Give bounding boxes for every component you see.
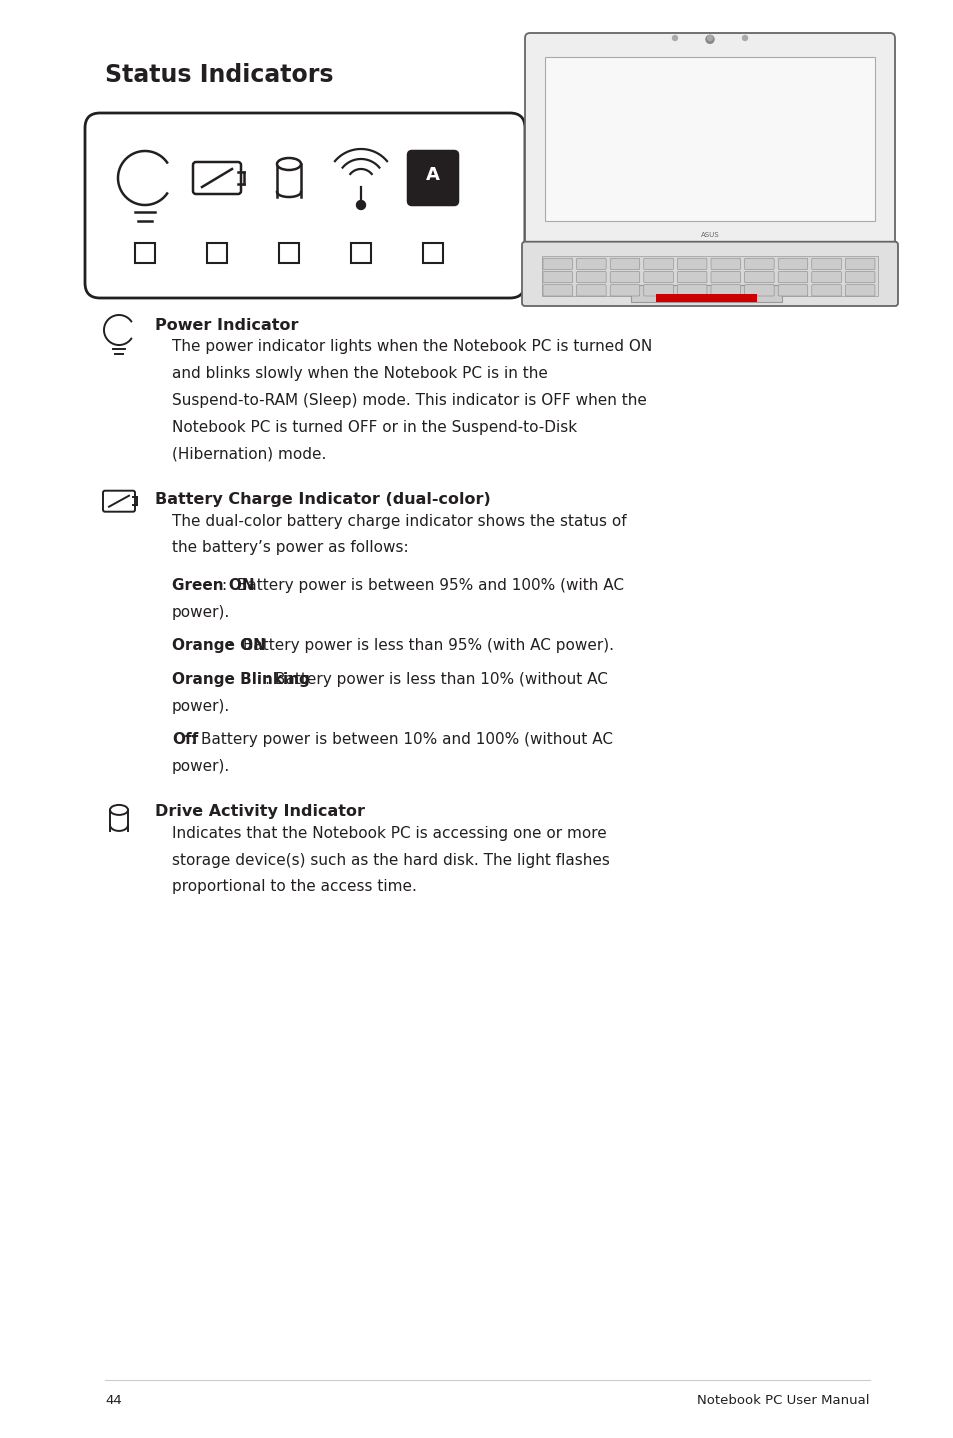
FancyBboxPatch shape: [778, 259, 807, 269]
FancyBboxPatch shape: [710, 259, 740, 269]
FancyBboxPatch shape: [710, 272, 740, 283]
FancyBboxPatch shape: [811, 285, 841, 296]
Text: :  Battery power is between 95% and 100% (with AC: : Battery power is between 95% and 100% …: [221, 578, 623, 592]
FancyBboxPatch shape: [677, 285, 706, 296]
Text: 44: 44: [105, 1393, 122, 1406]
Text: Orange ON: Orange ON: [172, 638, 266, 653]
Bar: [544, 56, 874, 221]
Bar: [656, 295, 756, 302]
Text: : Battery power is between 10% and 100% (without AC: : Battery power is between 10% and 100% …: [191, 732, 612, 748]
Bar: [422, 243, 442, 263]
FancyBboxPatch shape: [610, 272, 639, 283]
FancyBboxPatch shape: [778, 285, 807, 296]
Text: storage device(s) such as the hard disk. The light flashes: storage device(s) such as the hard disk.…: [172, 853, 609, 867]
FancyBboxPatch shape: [844, 272, 874, 283]
Text: The power indicator lights when the Notebook PC is turned ON: The power indicator lights when the Note…: [172, 339, 652, 354]
Ellipse shape: [276, 158, 301, 170]
Text: ASUS: ASUS: [700, 233, 719, 239]
FancyBboxPatch shape: [744, 285, 773, 296]
Bar: [541, 256, 877, 296]
FancyBboxPatch shape: [576, 272, 605, 283]
Bar: [135, 243, 154, 263]
Text: Orange Blinking: Orange Blinking: [172, 672, 310, 687]
Text: Drive Activity Indicator: Drive Activity Indicator: [154, 804, 365, 820]
Circle shape: [741, 36, 747, 40]
FancyBboxPatch shape: [844, 285, 874, 296]
FancyBboxPatch shape: [811, 272, 841, 283]
Bar: [207, 243, 227, 263]
Bar: [630, 285, 781, 302]
FancyBboxPatch shape: [576, 259, 605, 269]
FancyBboxPatch shape: [408, 151, 457, 206]
FancyBboxPatch shape: [744, 272, 773, 283]
Text: Suspend-to-RAM (Sleep) mode. This indicator is OFF when the: Suspend-to-RAM (Sleep) mode. This indica…: [172, 393, 646, 408]
Text: proportional to the access time.: proportional to the access time.: [172, 880, 416, 894]
FancyBboxPatch shape: [643, 259, 673, 269]
Text: : Battery power is less than 10% (without AC: : Battery power is less than 10% (withou…: [265, 672, 607, 687]
FancyBboxPatch shape: [610, 259, 639, 269]
Text: Status Indicators: Status Indicators: [105, 63, 334, 88]
Text: power).: power).: [172, 605, 230, 620]
FancyBboxPatch shape: [521, 242, 897, 306]
Text: Green ON: Green ON: [172, 578, 254, 592]
Text: The dual-color battery charge indicator shows the status of: The dual-color battery charge indicator …: [172, 513, 626, 529]
FancyBboxPatch shape: [103, 490, 135, 512]
FancyBboxPatch shape: [193, 162, 241, 194]
Circle shape: [707, 36, 712, 40]
Text: power).: power).: [172, 699, 230, 713]
Ellipse shape: [110, 805, 128, 815]
Text: and blinks slowly when the Notebook PC is in the: and blinks slowly when the Notebook PC i…: [172, 367, 547, 381]
FancyBboxPatch shape: [643, 285, 673, 296]
FancyBboxPatch shape: [524, 33, 894, 250]
Text: A: A: [426, 165, 439, 184]
FancyBboxPatch shape: [778, 272, 807, 283]
Bar: [278, 243, 298, 263]
Text: Power Indicator: Power Indicator: [154, 318, 298, 334]
Text: (Hibernation) mode.: (Hibernation) mode.: [172, 447, 326, 462]
Circle shape: [705, 36, 713, 43]
Text: the battery’s power as follows:: the battery’s power as follows:: [172, 541, 408, 555]
FancyBboxPatch shape: [811, 259, 841, 269]
FancyBboxPatch shape: [542, 259, 572, 269]
FancyBboxPatch shape: [542, 272, 572, 283]
Circle shape: [356, 200, 365, 210]
FancyBboxPatch shape: [677, 259, 706, 269]
Text: :  Battery power is less than 95% (with AC power).: : Battery power is less than 95% (with A…: [228, 638, 613, 653]
FancyBboxPatch shape: [744, 259, 773, 269]
Text: Off: Off: [172, 732, 198, 748]
FancyBboxPatch shape: [710, 285, 740, 296]
FancyBboxPatch shape: [85, 114, 524, 298]
FancyBboxPatch shape: [677, 272, 706, 283]
FancyBboxPatch shape: [844, 259, 874, 269]
Circle shape: [672, 36, 677, 40]
Text: power).: power).: [172, 759, 230, 774]
FancyBboxPatch shape: [610, 285, 639, 296]
Text: Battery Charge Indicator (dual-color): Battery Charge Indicator (dual-color): [154, 492, 490, 508]
Text: Notebook PC is turned OFF or in the Suspend-to-Disk: Notebook PC is turned OFF or in the Susp…: [172, 420, 577, 434]
FancyBboxPatch shape: [542, 285, 572, 296]
FancyBboxPatch shape: [643, 272, 673, 283]
Text: Indicates that the Notebook PC is accessing one or more: Indicates that the Notebook PC is access…: [172, 825, 606, 841]
Bar: [351, 243, 371, 263]
FancyBboxPatch shape: [576, 285, 605, 296]
Text: Notebook PC User Manual: Notebook PC User Manual: [697, 1393, 869, 1406]
